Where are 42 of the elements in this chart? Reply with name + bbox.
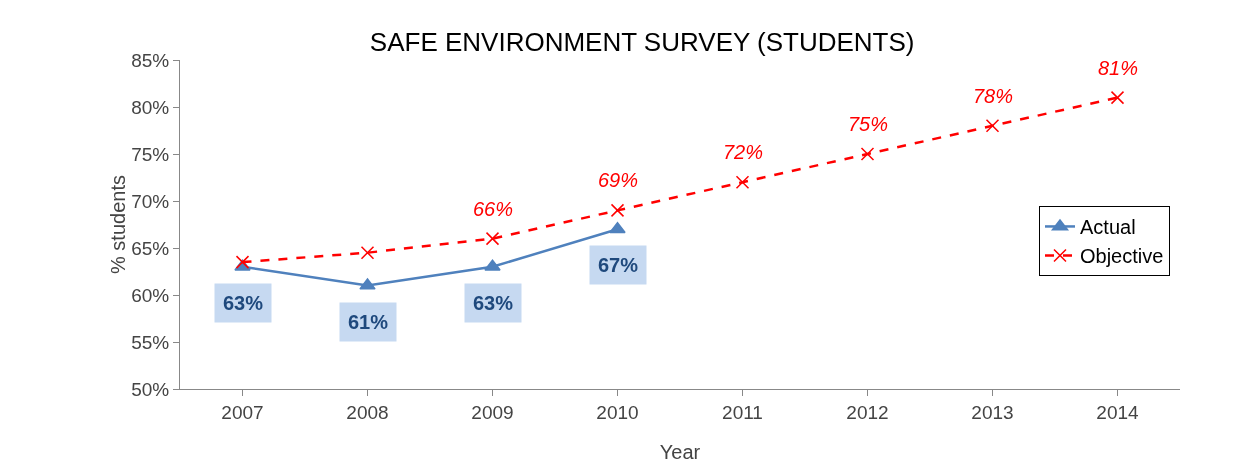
data-label: 72% bbox=[723, 141, 764, 163]
x-tick-label: 2008 bbox=[346, 401, 389, 423]
x-tick-label: 2009 bbox=[471, 401, 514, 423]
point bbox=[235, 255, 250, 269]
point bbox=[609, 221, 626, 234]
y-tick-label: 55% bbox=[131, 331, 170, 353]
x-tick-label: 2010 bbox=[596, 401, 639, 423]
data-label: 66% bbox=[473, 198, 514, 220]
y-tick-label: 70% bbox=[131, 190, 170, 212]
data-label: 63% bbox=[473, 292, 514, 314]
y-tick-label: 65% bbox=[131, 237, 170, 259]
y-tick-label: 85% bbox=[131, 49, 170, 71]
point bbox=[484, 259, 501, 271]
data-label: 81% bbox=[1098, 57, 1139, 79]
x-tick-label: 2012 bbox=[846, 401, 889, 423]
point bbox=[735, 175, 750, 189]
legend-label: Objective bbox=[1080, 245, 1164, 268]
data-label: 63% bbox=[223, 292, 264, 314]
data-label: 75% bbox=[848, 113, 889, 135]
point bbox=[985, 119, 1000, 133]
data-label: 78% bbox=[973, 85, 1014, 107]
point bbox=[485, 231, 500, 246]
y-tick-label: 75% bbox=[131, 143, 170, 165]
x-axis-title: Year bbox=[659, 441, 701, 463]
x-tick-label: 2013 bbox=[971, 401, 1014, 423]
point bbox=[860, 147, 875, 161]
point bbox=[610, 203, 625, 218]
y-tick-label: 80% bbox=[131, 96, 170, 118]
y-tick-label: 60% bbox=[131, 284, 170, 306]
data-label: 61% bbox=[348, 311, 389, 333]
chart-title: SAFE ENVIRONMENT SURVEY (STUDENTS) bbox=[369, 26, 915, 57]
point bbox=[359, 278, 376, 290]
data-label: 69% bbox=[598, 169, 639, 191]
x-tick-label: 2014 bbox=[1096, 401, 1140, 423]
x-tick-label: 2007 bbox=[221, 401, 264, 423]
point bbox=[1110, 90, 1125, 105]
y-tick-label: 50% bbox=[131, 378, 170, 400]
data-label: 67% bbox=[598, 254, 639, 276]
x-tick-label: 2011 bbox=[722, 401, 763, 423]
legend-label: Actual bbox=[1080, 216, 1136, 239]
point bbox=[360, 245, 375, 260]
y-axis-title: % students bbox=[107, 175, 130, 274]
